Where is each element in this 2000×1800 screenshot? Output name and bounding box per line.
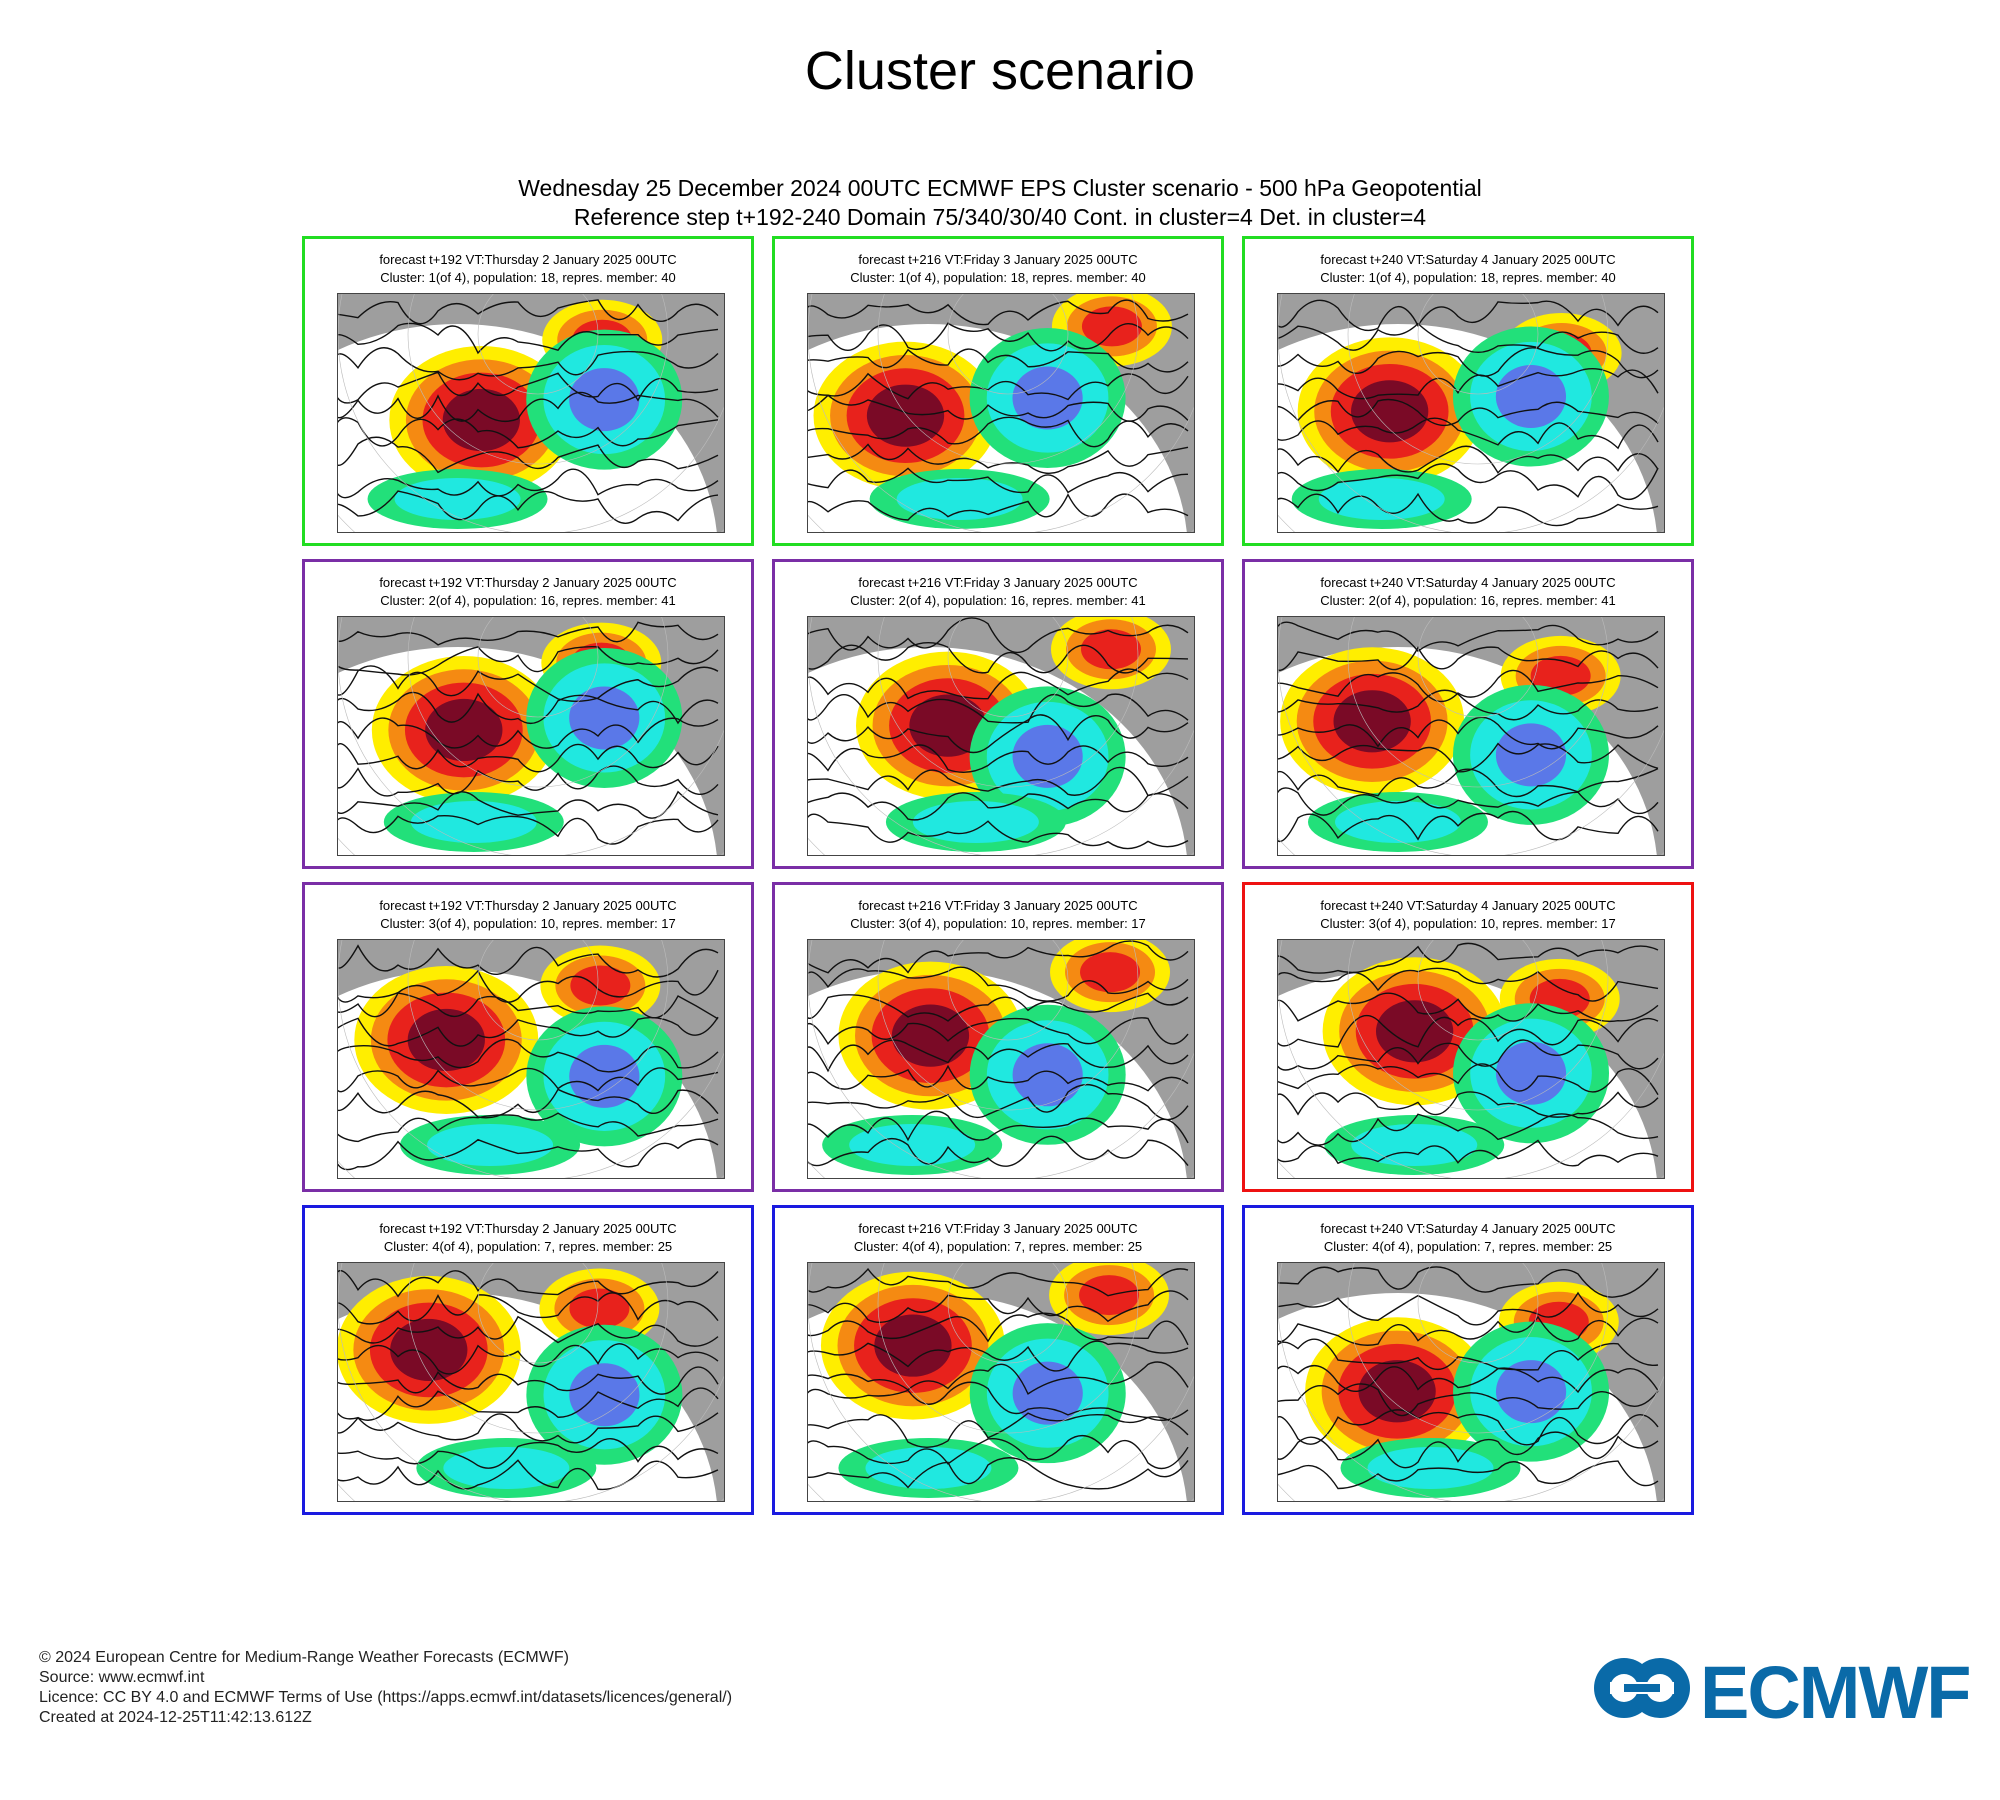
anomaly-map — [1277, 293, 1665, 533]
panel-caption: forecast t+192 VT:Thursday 2 January 202… — [305, 1220, 751, 1256]
panel-forecast-label: forecast t+240 VT:Saturday 4 January 202… — [1320, 575, 1616, 590]
panel-caption: forecast t+240 VT:Saturday 4 January 202… — [1245, 1220, 1691, 1256]
anomaly-map — [1277, 1262, 1665, 1502]
anomaly-field-graphic — [808, 1263, 1194, 1501]
cluster-panel: forecast t+216 VT:Friday 3 January 2025 … — [772, 882, 1224, 1192]
panel-cluster-label: Cluster: 2(of 4), population: 16, repres… — [850, 593, 1146, 608]
panel-caption: forecast t+216 VT:Friday 3 January 2025 … — [775, 897, 1221, 933]
anomaly-field-graphic — [808, 294, 1194, 532]
anomaly-field-graphic — [808, 940, 1194, 1178]
anomaly-field-graphic — [338, 617, 724, 855]
panel-forecast-label: forecast t+240 VT:Saturday 4 January 202… — [1320, 1221, 1616, 1236]
cluster-panel: forecast t+192 VT:Thursday 2 January 202… — [302, 236, 754, 546]
footer-copyright: © 2024 European Centre for Medium-Range … — [39, 1649, 569, 1666]
anomaly-field-graphic — [808, 617, 1194, 855]
anomaly-map — [337, 1262, 725, 1502]
page-title: Cluster scenario — [804, 41, 1196, 101]
panel-forecast-label: forecast t+192 VT:Thursday 2 January 202… — [379, 1221, 677, 1236]
anomaly-map — [337, 293, 725, 533]
anomaly-map — [807, 293, 1195, 533]
anomaly-map — [1277, 616, 1665, 856]
cluster-panel: forecast t+240 VT:Saturday 4 January 202… — [1242, 236, 1694, 546]
cluster-panel: forecast t+240 VT:Saturday 4 January 202… — [1242, 1205, 1694, 1515]
panel-caption: forecast t+192 VT:Thursday 2 January 202… — [305, 251, 751, 287]
panel-caption: forecast t+216 VT:Friday 3 January 2025 … — [775, 574, 1221, 610]
ecmwf-logo-text: ECMWF — [1700, 1651, 1971, 1734]
cluster-panel: forecast t+216 VT:Friday 3 January 2025 … — [772, 236, 1224, 546]
ecmwf-logo-mark-icon — [1594, 1658, 1690, 1718]
panel-forecast-label: forecast t+216 VT:Friday 3 January 2025 … — [858, 575, 1138, 590]
footer-licence: Licence: CC BY 4.0 and ECMWF Terms of Us… — [39, 1689, 733, 1706]
footer: © 2024 European Centre for Medium-Range … — [39, 1648, 732, 1728]
anomaly-field-graphic — [338, 1263, 724, 1501]
panel-cluster-label: Cluster: 3(of 4), population: 10, repres… — [1320, 916, 1616, 931]
panel-forecast-label: forecast t+192 VT:Thursday 2 January 202… — [379, 898, 677, 913]
panel-cluster-label: Cluster: 2(of 4), population: 16, repres… — [1320, 593, 1616, 608]
anomaly-map — [807, 1262, 1195, 1502]
anomaly-field-graphic — [338, 294, 724, 532]
footer-created: Created at 2024-12-25T11:42:13.612Z — [39, 1709, 312, 1726]
anomaly-map — [337, 939, 725, 1179]
header-line-2: Reference step t+192-240 Domain 75/340/3… — [573, 204, 1427, 230]
anomaly-field-graphic — [1278, 940, 1664, 1178]
panel-cluster-label: Cluster: 1(of 4), population: 18, repres… — [1320, 270, 1616, 285]
panel-cluster-label: Cluster: 1(of 4), population: 18, repres… — [380, 270, 676, 285]
cluster-panel: forecast t+216 VT:Friday 3 January 2025 … — [772, 1205, 1224, 1515]
anomaly-map — [1277, 939, 1665, 1179]
panel-forecast-label: forecast t+216 VT:Friday 3 January 2025 … — [858, 252, 1138, 267]
panel-caption: forecast t+216 VT:Friday 3 January 2025 … — [775, 1220, 1221, 1256]
panel-forecast-label: forecast t+216 VT:Friday 3 January 2025 … — [858, 1221, 1138, 1236]
panel-caption: forecast t+192 VT:Thursday 2 January 202… — [305, 574, 751, 610]
panel-cluster-label: Cluster: 3(of 4), population: 10, repres… — [850, 916, 1146, 931]
panel-forecast-label: forecast t+192 VT:Thursday 2 January 202… — [379, 575, 677, 590]
panel-forecast-label: forecast t+240 VT:Saturday 4 January 202… — [1320, 898, 1616, 913]
panel-cluster-label: Cluster: 2(of 4), population: 16, repres… — [380, 593, 676, 608]
header-line-1: Wednesday 25 December 2024 00UTC ECMWF E… — [518, 175, 1482, 201]
panel-caption: forecast t+240 VT:Saturday 4 January 202… — [1245, 251, 1691, 287]
cluster-panel: forecast t+240 VT:Saturday 4 January 202… — [1242, 559, 1694, 869]
ecmwf-logo: ECMWF — [1590, 1651, 1971, 1734]
panel-cluster-label: Cluster: 4(of 4), population: 7, repres.… — [383, 1239, 673, 1254]
anomaly-field-graphic — [1278, 617, 1664, 855]
panel-caption: forecast t+240 VT:Saturday 4 January 202… — [1245, 574, 1691, 610]
panel-caption: forecast t+240 VT:Saturday 4 January 202… — [1245, 897, 1691, 933]
anomaly-map — [807, 939, 1195, 1179]
anomaly-field-graphic — [1278, 294, 1664, 532]
panel-forecast-label: forecast t+192 VT:Thursday 2 January 202… — [379, 252, 677, 267]
panel-forecast-label: forecast t+216 VT:Friday 3 January 2025 … — [858, 898, 1138, 913]
anomaly-field-graphic — [338, 940, 724, 1178]
cluster-panel: forecast t+216 VT:Friday 3 January 2025 … — [772, 559, 1224, 869]
anomaly-map — [807, 616, 1195, 856]
panel-caption: forecast t+216 VT:Friday 3 January 2025 … — [775, 251, 1221, 287]
cluster-panel: forecast t+192 VT:Thursday 2 January 202… — [302, 559, 754, 869]
cluster-panel: forecast t+192 VT:Thursday 2 January 202… — [302, 1205, 754, 1515]
panel-cluster-label: Cluster: 4(of 4), population: 7, repres.… — [1323, 1239, 1613, 1254]
footer-source: Source: www.ecmwf.int — [39, 1669, 205, 1686]
panel-cluster-label: Cluster: 4(of 4), population: 7, repres.… — [853, 1239, 1143, 1254]
panel-cluster-label: Cluster: 1(of 4), population: 18, repres… — [850, 270, 1146, 285]
panel-forecast-label: forecast t+240 VT:Saturday 4 January 202… — [1320, 252, 1616, 267]
cluster-panel: forecast t+192 VT:Thursday 2 January 202… — [302, 882, 754, 1192]
anomaly-map — [337, 616, 725, 856]
anomaly-field-graphic — [1278, 1263, 1664, 1501]
chart-header: Wednesday 25 December 2024 00UTC ECMWF E… — [0, 174, 2000, 232]
panel-caption: forecast t+192 VT:Thursday 2 January 202… — [305, 897, 751, 933]
panel-cluster-label: Cluster: 3(of 4), population: 10, repres… — [380, 916, 676, 931]
cluster-panel: forecast t+240 VT:Saturday 4 January 202… — [1242, 882, 1694, 1192]
cluster-panel-grid: forecast t+192 VT:Thursday 2 January 202… — [302, 236, 1702, 1518]
